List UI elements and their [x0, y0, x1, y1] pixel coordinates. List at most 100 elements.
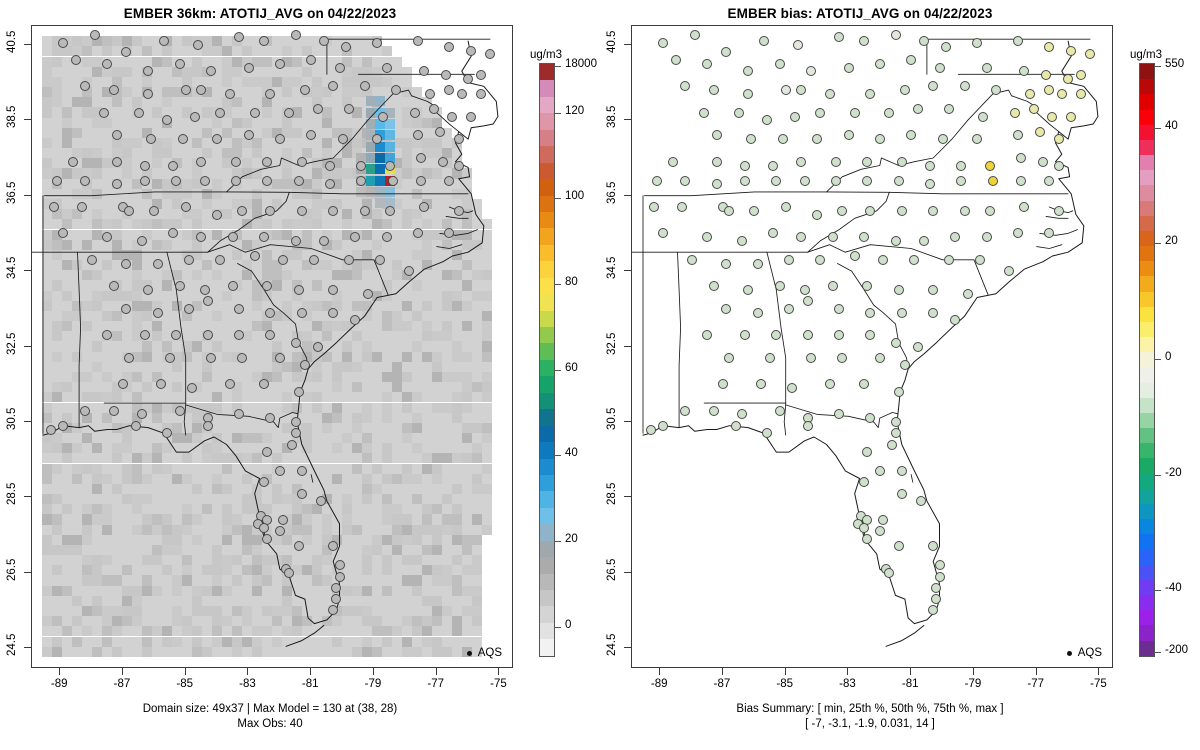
model-grid-cell	[442, 351, 453, 362]
model-grid-cell	[132, 504, 143, 515]
model-grid-cell	[412, 87, 423, 98]
colorbar-segment	[540, 622, 554, 640]
model-grid-cell	[272, 310, 283, 322]
model-grid-cell	[422, 117, 433, 128]
model-grid-cell	[92, 270, 103, 281]
aqs-site-marker	[708, 405, 719, 416]
model-grid-cell	[392, 219, 403, 230]
aqs-site-marker	[956, 175, 967, 186]
model-grid-cell	[72, 382, 83, 393]
model-grid-cell	[132, 341, 143, 352]
state-border	[280, 89, 413, 166]
colorbar-segment	[540, 211, 554, 229]
y-axis-label-text: 38.5	[606, 105, 618, 129]
model-grid-cell	[292, 494, 303, 505]
model-grid-cell	[182, 626, 193, 637]
model-grid-cell	[252, 36, 263, 47]
model-grid-cell	[252, 137, 263, 149]
model-grid-cell	[132, 453, 143, 464]
colorbar-tick	[554, 455, 561, 457]
model-grid-cell	[182, 433, 193, 444]
model-grid-cell	[312, 249, 323, 260]
model-grid-cell	[62, 382, 73, 393]
model-grid-cell	[72, 249, 83, 260]
model-grid-cell	[442, 595, 453, 606]
model-grid-cell	[122, 321, 133, 332]
model-grid-cell	[222, 351, 233, 362]
model-grid-cell	[402, 239, 413, 250]
model-grid-cell	[112, 392, 123, 403]
model-grid-cell	[42, 229, 53, 240]
model-grid-cell	[112, 351, 123, 362]
model-grid-cell	[472, 463, 483, 474]
aqs-marker-icon	[466, 650, 472, 656]
colorbar-segment	[1140, 428, 1154, 444]
model-grid-cell	[262, 371, 273, 383]
y-axis-label: 24.5	[2, 634, 22, 656]
model-grid-cell	[132, 310, 143, 322]
model-grid-cell	[212, 636, 223, 647]
state-border	[766, 251, 787, 404]
model-grid-cell	[462, 585, 473, 596]
model-grid-cell	[162, 188, 173, 199]
aqs-site-marker	[981, 62, 992, 73]
aqs-site-marker	[984, 205, 995, 216]
aqs-site-marker	[171, 330, 182, 341]
model-grid-cell	[412, 321, 423, 332]
model-grid-cell	[432, 219, 443, 230]
model-grid-cell	[312, 555, 323, 566]
model-grid-cell	[52, 249, 63, 260]
state-border	[44, 191, 227, 197]
aqs-site-marker	[812, 209, 823, 220]
colorbar-segment	[1140, 367, 1154, 383]
model-grid-cell	[232, 260, 243, 271]
model-grid-cell	[222, 422, 233, 433]
model-grid-cell	[332, 209, 343, 220]
model-grid-cell	[282, 66, 293, 77]
model-grid-cell	[412, 443, 423, 454]
model-grid-cell	[102, 148, 113, 159]
model-grid-cell	[132, 463, 143, 474]
model-grid-cell	[242, 595, 253, 606]
aqs-site-marker	[865, 88, 876, 99]
model-grid-cell	[72, 331, 83, 342]
model-grid-cell	[482, 433, 493, 444]
model-grid-cell	[342, 392, 353, 403]
model-grid-cell	[392, 606, 403, 617]
aqs-site-marker	[124, 352, 135, 363]
model-grid-cell	[432, 626, 443, 637]
model-grid-cell	[62, 127, 73, 138]
model-grid-cell	[342, 544, 353, 556]
model-grid-cell	[302, 36, 313, 47]
model-grid-cell	[72, 300, 83, 311]
model-grid-cell	[352, 463, 363, 474]
model-grid-cell	[382, 585, 393, 596]
model-grid-cell	[112, 249, 123, 260]
aqs-site-marker	[884, 107, 895, 118]
state-border	[826, 191, 1069, 195]
model-grid-cell	[382, 219, 393, 230]
model-grid-cell	[432, 544, 443, 556]
model-grid-cell	[302, 443, 313, 454]
model-grid-cell	[282, 148, 293, 159]
aqs-site-marker	[645, 424, 656, 435]
model-grid-cell	[212, 483, 223, 495]
model-grid-cell	[292, 270, 303, 281]
colorbar-tick	[554, 626, 561, 628]
x-axis-tick	[247, 668, 249, 675]
model-grid-cell	[472, 229, 483, 240]
model-grid-cell	[332, 494, 343, 505]
model-grid-cell	[232, 137, 243, 149]
model-grid-cell	[112, 626, 123, 637]
model-grid-cell	[342, 616, 353, 627]
model-grid-cell	[212, 422, 223, 433]
model-grid-cell	[142, 56, 153, 67]
model-grid-cell	[172, 626, 183, 637]
model-grid-cell	[62, 544, 73, 556]
model-grid-cell	[442, 341, 453, 352]
model-grid-cell	[382, 524, 393, 535]
model-grid-cell	[432, 616, 443, 627]
model-grid-cell	[402, 392, 413, 403]
model-grid-cell	[372, 575, 383, 586]
model-grid-cell	[322, 636, 333, 647]
